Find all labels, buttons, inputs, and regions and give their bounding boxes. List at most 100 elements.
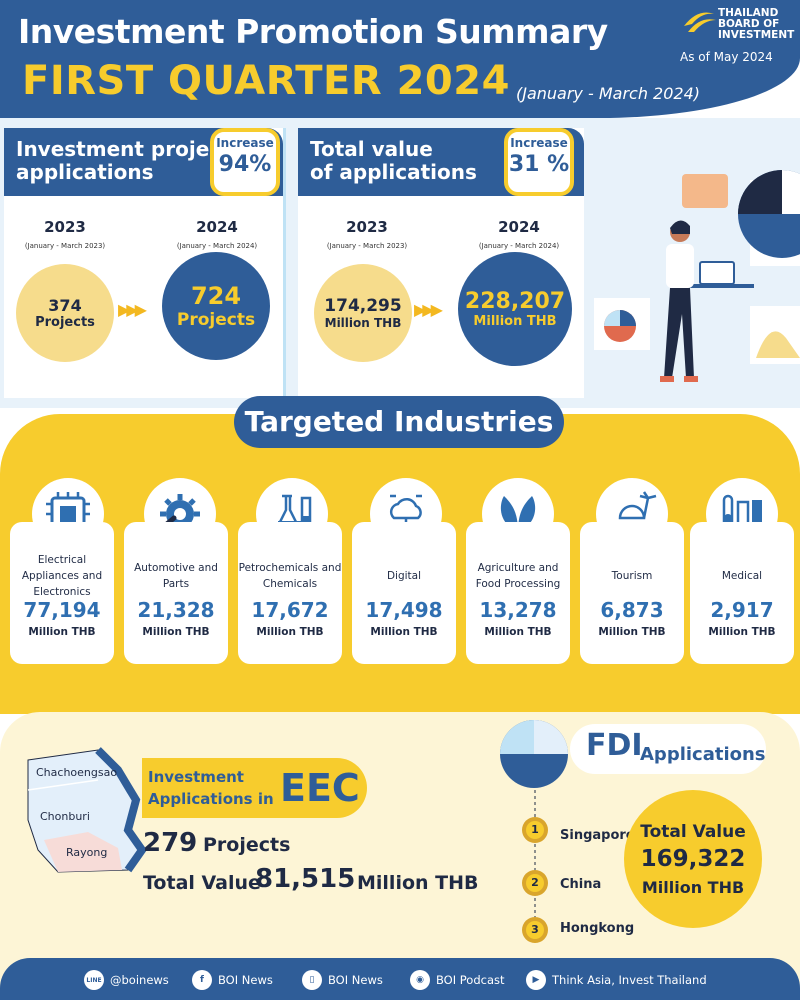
eec-map-icon: [27, 747, 147, 873]
projects-increase-badge: Increase 94%: [210, 128, 280, 196]
value-2023-unit: Million THB: [324, 316, 402, 330]
footer-facebook-link[interactable]: f BOI News: [192, 970, 273, 990]
logo-line-1: THAILAND: [718, 7, 779, 19]
footer-podcast-link[interactable]: ◉ BOI Podcast: [410, 970, 505, 990]
projects-2024-circle: 724 Projects: [162, 252, 270, 360]
period-subtitle: (January - March 2024): [516, 84, 701, 103]
year-2024: 2024: [498, 218, 540, 236]
increase-label: Increase: [510, 136, 568, 150]
arrow-icon: ▶▶▶: [118, 300, 147, 319]
footer-link-label: Think Asia, Invest Thailand: [552, 973, 707, 987]
footer-line-link[interactable]: LINE @boinews: [84, 970, 169, 990]
eec-total-value: 81,515: [255, 864, 356, 894]
value-panel-title: Total value of applications: [310, 138, 477, 184]
industry-unit: Million THB: [28, 626, 96, 638]
industry-name: Electrical Appliances and Electronics: [21, 554, 103, 598]
industry-unit: Million THB: [370, 626, 438, 638]
footer-link-label: BOI News: [218, 973, 273, 987]
footer-news-link[interactable]: ▯ BOI News: [302, 970, 383, 990]
arrow-icon: ▶▶▶: [414, 300, 443, 319]
eec-total-value-label: Total Value: [143, 872, 261, 894]
industry-card-petrochemicals: Petrochemicals and Chemicals 17,672 Mill…: [238, 522, 342, 664]
projects-2024-unit: Projects: [176, 310, 256, 330]
footer-link-label: BOI News: [328, 973, 383, 987]
youtube-icon: ▶: [526, 970, 546, 990]
industry-card-electrical: Electrical Appliances and Electronics 77…: [10, 522, 114, 664]
fdi-title: FDI: [586, 728, 643, 763]
header-banner: [0, 0, 800, 118]
line-icon: LINE: [84, 970, 104, 990]
analyst-illustration: [594, 170, 800, 382]
eec-label: Investment Applications in: [148, 766, 274, 810]
industry-name: Agriculture and Food Processing: [475, 562, 561, 590]
industry-card-automotive: Automotive and Parts 21,328 Million THB: [124, 522, 228, 664]
medal-column: [522, 790, 548, 943]
increase-label: Increase: [216, 136, 274, 150]
quarter-title: FIRST QUARTER 2024: [22, 58, 510, 104]
rank-2-medal: 2: [531, 876, 539, 889]
industry-name: Digital: [386, 570, 422, 582]
industry-name: Medical: [721, 570, 763, 582]
year-2024: 2024: [196, 218, 238, 236]
year-2024-period: (January - March 2024): [478, 242, 560, 250]
industry-card-digital: Digital 17,498 Million THB: [352, 522, 456, 664]
year-2023-period: (January - March 2023): [326, 242, 408, 250]
eec-title: EEC: [280, 766, 360, 810]
value-2023-value: 174,295: [324, 296, 402, 316]
industry-name: Automotive and Parts: [134, 562, 218, 590]
footer: [0, 958, 800, 1000]
projects-panel-title: Investment project applications: [16, 138, 231, 184]
phone-icon: ▯: [302, 970, 322, 990]
industry-name: Petrochemicals and Chemicals: [238, 562, 342, 590]
industry-value: 2,917: [710, 598, 774, 622]
logo-text: THAILAND BOARD OF INVESTMENT: [718, 8, 794, 41]
fdi-total-label: Total Value: [640, 822, 746, 842]
fdi-pie-icon: [500, 720, 568, 788]
value-title-line-1: Total value: [310, 137, 433, 161]
projects-title-line-1: Investment project: [16, 137, 231, 161]
projects-2023-value: 374: [48, 296, 82, 315]
industry-unit: Million THB: [256, 626, 324, 638]
year-2024-period: (January - March 2024): [176, 242, 258, 250]
year-2023: 2023: [346, 218, 388, 236]
industry-unit: Million THB: [484, 626, 552, 638]
eec-pill: [142, 758, 367, 818]
projects-2023-circle: 374 Projects: [16, 264, 114, 362]
industry-value: 17,498: [365, 598, 443, 622]
logo-line-2: BOARD OF: [718, 18, 780, 30]
rank-1-country: Singapore: [560, 828, 635, 843]
rank-1-medal: 1: [531, 823, 539, 836]
footer-link-label: @boinews: [110, 973, 169, 987]
fdi-subtitle: Applications: [640, 744, 766, 765]
projects-panel: Investment project applications Increase…: [4, 128, 286, 398]
footer-youtube-link[interactable]: ▶ Think Asia, Invest Thailand: [526, 970, 707, 990]
industry-value: 6,873: [600, 598, 664, 622]
industries-title: Targeted Industries: [234, 396, 564, 448]
fdi-pill: [570, 724, 766, 774]
eec-total-value-unit: Million THB: [357, 872, 479, 894]
fdi-total-value-circle: Total Value 169,322 Million THB: [624, 790, 762, 928]
fdi-total-value: 169,322: [640, 846, 746, 872]
year-2023-period: (January - March 2023): [24, 242, 106, 250]
value-title-line-2: of applications: [310, 160, 477, 184]
boi-logo-icon: [684, 12, 716, 32]
eec-label-line-2: Applications in: [148, 790, 274, 808]
industry-card-tourism: Tourism 6,873 Million THB: [580, 522, 684, 664]
industry-unit: Million THB: [708, 626, 776, 638]
rank-3-medal: 3: [531, 923, 539, 936]
map-label-chonburi: Chonburi: [40, 810, 90, 823]
logo-line-3: INVESTMENT: [718, 29, 795, 41]
increase-value: 94%: [218, 152, 272, 177]
value-2024-circle: 228,207 Million THB: [458, 252, 572, 366]
eec-projects-value: 279: [143, 828, 198, 858]
eec-projects-label: Projects: [203, 834, 291, 856]
value-2024-value: 228,207: [464, 289, 566, 314]
industry-value: 17,672: [251, 598, 329, 622]
page-title: Investment Promotion Summary: [18, 12, 608, 51]
projects-2024-value: 724: [190, 282, 242, 310]
fdi-total-unit: Million THB: [641, 878, 745, 897]
projects-title-line-2: applications: [16, 160, 154, 184]
value-increase-badge: Increase 31 %: [504, 128, 574, 196]
facebook-icon: f: [192, 970, 212, 990]
value-panel-header: Total value of applications Increase 31 …: [298, 128, 584, 196]
